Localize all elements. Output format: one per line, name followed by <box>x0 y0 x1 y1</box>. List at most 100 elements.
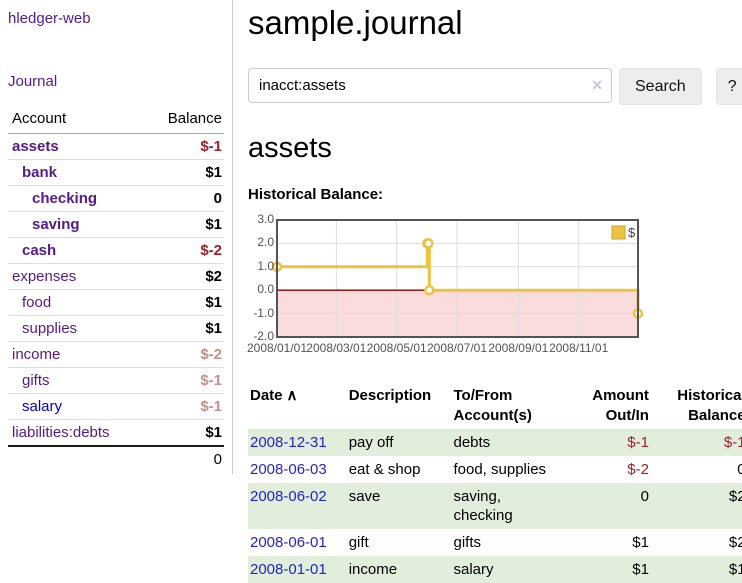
account-balance: $-1 <box>144 367 224 394</box>
y-axis-tick-label: 3.0 <box>257 212 274 226</box>
account-link[interactable]: food <box>22 294 52 311</box>
account-balance: $-1 <box>144 393 224 420</box>
search-button[interactable]: Search <box>619 68 702 105</box>
register-header-accounts: To/From Account(s) <box>453 387 532 424</box>
register-row: 2008-06-01 gift gifts $1 $2 <box>248 529 742 556</box>
transaction-date-link[interactable]: 2008-06-03 <box>250 461 327 478</box>
search-input-wrap: ✕ <box>248 68 612 105</box>
chart-title: Historical Balance: <box>248 186 384 203</box>
main-content: sample.journal ✕ Search ? assets Histori… <box>233 0 742 583</box>
accounts-total-row: 0 <box>8 445 224 474</box>
account-balance: $1 <box>144 419 224 446</box>
account-balance: 0 <box>144 185 224 212</box>
transaction-description: eat & shop <box>348 461 421 478</box>
account-row: cash $-2 <box>8 237 224 264</box>
register-header-balance: Historical Balance <box>677 387 742 424</box>
account-link[interactable]: gifts <box>22 372 50 389</box>
register-row: 2008-01-01 income salary $1 $1 <box>248 556 742 583</box>
account-row: saving $1 <box>8 211 224 238</box>
y-axis-tick-label: 1.0 <box>257 258 274 273</box>
x-axis-tick-label: 2008/05/01 <box>366 341 427 355</box>
chart-legend: $ <box>611 225 636 240</box>
transaction-description: pay off <box>348 434 394 451</box>
transaction-date-link[interactable]: 2008-01-01 <box>250 561 327 578</box>
account-link[interactable]: saving <box>32 216 80 233</box>
account-row: income $-2 <box>8 341 224 368</box>
transaction-accounts: saving, checking <box>453 488 513 524</box>
transaction-date-link[interactable]: 2008-06-01 <box>250 534 327 551</box>
sort-asc-icon: ∧ <box>286 387 298 404</box>
chart-legend-label: $ <box>628 225 636 240</box>
register-header-amount: Amount Out/In <box>592 387 649 424</box>
clear-search-icon[interactable]: ✕ <box>591 77 603 93</box>
account-balance: $2 <box>144 263 224 290</box>
app-brand-link[interactable]: hledger-web <box>8 10 91 27</box>
register-row: 2008-12-31 pay off debts $-1 $-1 <box>248 429 742 456</box>
transaction-balance: 0 <box>737 461 742 478</box>
transaction-amount: $1 <box>632 561 649 578</box>
search-form: ✕ Search ? <box>248 68 742 105</box>
x-axis-tick-label: 2008/09/01 <box>488 341 549 355</box>
account-balance: $1 <box>144 315 224 342</box>
account-row: bank $1 <box>8 159 224 186</box>
help-button[interactable]: ? <box>715 68 742 105</box>
transaction-amount: 0 <box>640 488 649 505</box>
account-link[interactable]: supplies <box>22 320 78 337</box>
transaction-balance: $-1 <box>723 434 742 451</box>
transaction-amount: $1 <box>632 534 649 551</box>
account-link[interactable]: checking <box>32 190 98 207</box>
account-row: checking 0 <box>8 185 224 212</box>
chart-canvas[interactable]: $ <box>271 219 644 338</box>
accounts-header-balance: Balance <box>144 104 224 134</box>
account-link[interactable]: expenses <box>12 268 77 285</box>
transaction-accounts: debts <box>453 434 491 451</box>
x-axis-tick-label: 2008/01/01 <box>246 341 308 355</box>
account-link[interactable]: income <box>12 346 61 363</box>
transaction-date-link[interactable]: 2008-06-02 <box>250 488 327 505</box>
account-balance: $1 <box>144 211 224 238</box>
accounts-total-value: 0 <box>144 445 224 474</box>
transaction-accounts: gifts <box>453 534 481 551</box>
transaction-balance: $2 <box>728 534 742 551</box>
account-row: salary $-1 <box>8 393 224 420</box>
account-link[interactable]: liabilities:debts <box>12 424 110 441</box>
account-heading: assets <box>248 132 332 164</box>
account-balance: $-2 <box>144 237 224 264</box>
transaction-amount: $-2 <box>627 461 649 478</box>
account-balance: $-1 <box>200 138 222 155</box>
transaction-balance: $1 <box>728 561 742 578</box>
account-row: assets $-1 <box>8 134 224 160</box>
y-axis-tick-label: 2.0 <box>257 235 274 250</box>
y-axis-tick-label: -1.0 <box>253 305 274 320</box>
sidebar-item-journal[interactable]: Journal <box>8 73 58 90</box>
register-row: 2008-06-02 save saving, checking 0 $2 <box>248 483 742 529</box>
account-link[interactable]: salary <box>22 398 63 415</box>
register-header-date[interactable]: Date ∧ <box>250 387 298 404</box>
transaction-amount: $-1 <box>627 434 649 451</box>
transaction-date-link[interactable]: 2008-12-31 <box>250 434 327 451</box>
transaction-balance: $2 <box>728 488 742 505</box>
y-axis-tick-label: -2.0 <box>253 329 274 343</box>
page-title: sample.journal <box>248 4 463 41</box>
account-row: food $1 <box>8 289 224 316</box>
account-balance: $1 <box>144 159 224 186</box>
transaction-description: income <box>348 561 398 578</box>
account-row: gifts $-1 <box>8 367 224 394</box>
accounts-table: Account Balance assets $-1 bank $1 checking 0… <box>8 104 224 474</box>
x-axis-tick-label: 2008/03/01 <box>306 341 367 355</box>
account-link[interactable]: cash <box>22 242 57 259</box>
transaction-description: save <box>348 488 381 505</box>
transaction-accounts: salary <box>453 561 494 578</box>
account-balance: $-2 <box>144 341 224 368</box>
account-link[interactable]: bank <box>22 164 58 181</box>
register-row: 2008-06-03 eat & shop food, supplies $-2 0 <box>248 456 742 483</box>
account-row: liabilities:debts $1 <box>8 419 224 446</box>
search-input[interactable] <box>248 68 612 103</box>
account-balance: $1 <box>144 289 224 316</box>
register-header-description: Description <box>348 387 432 404</box>
x-axis-tick-label: 2008/11/01 <box>549 341 609 355</box>
transaction-accounts: food, supplies <box>453 461 547 478</box>
historical-balance-chart[interactable]: $3.0 2.0 1.0 0.0 -1.0 -2.0 2008/01/01 2008/03/0… <box>246 212 742 361</box>
account-link[interactable]: assets <box>12 138 59 155</box>
